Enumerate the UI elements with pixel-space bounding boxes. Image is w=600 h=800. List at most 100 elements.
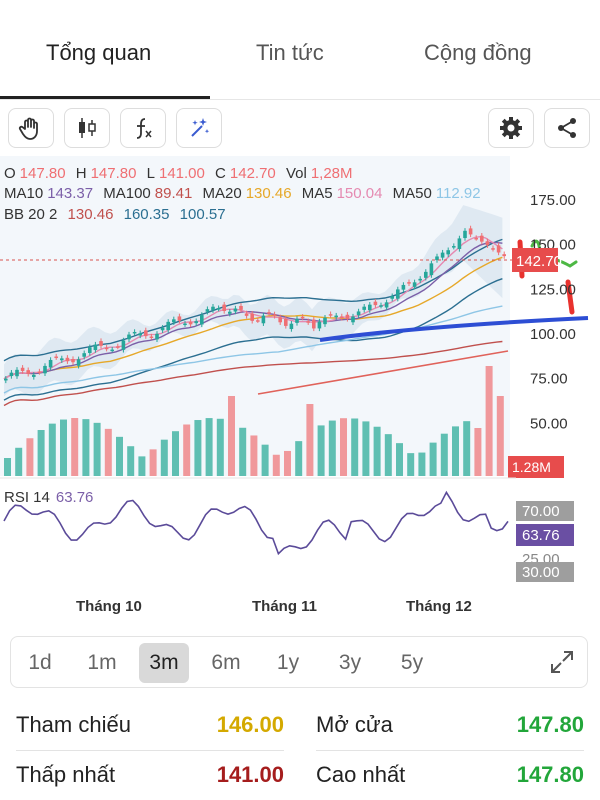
volume-bar <box>205 418 213 476</box>
low-price-label: Thấp nhất <box>16 762 116 787</box>
candle <box>412 282 417 287</box>
candle <box>401 284 406 290</box>
settings-button[interactable] <box>488 108 534 148</box>
tab-community[interactable]: Cộng đồng <box>424 40 532 65</box>
candle <box>485 241 490 246</box>
volume-bar <box>452 426 459 476</box>
high-price-value: 147.80 <box>516 762 584 787</box>
candle <box>32 374 36 377</box>
range-3m[interactable]: 3m <box>139 643 189 683</box>
candle <box>457 238 462 249</box>
volume-bar <box>429 442 437 476</box>
candle <box>491 248 495 250</box>
candle <box>295 318 299 323</box>
candle <box>334 315 338 318</box>
candle <box>300 316 305 319</box>
candle <box>468 228 473 235</box>
gear-icon <box>500 117 522 139</box>
candle <box>110 349 114 352</box>
candle <box>480 235 484 242</box>
share-button[interactable] <box>544 108 590 148</box>
volume-bar <box>183 424 191 476</box>
candle <box>93 344 98 351</box>
bb-upper-line <box>3 238 503 362</box>
y-tick-label: 50.00 <box>530 415 568 432</box>
candle <box>328 314 333 316</box>
candle <box>116 346 120 348</box>
candle <box>289 323 294 330</box>
candle <box>424 271 428 278</box>
y-tick-label: 175.00 <box>530 192 576 209</box>
chart-type-button[interactable] <box>64 108 110 148</box>
candle <box>474 237 478 240</box>
volume-bar <box>116 436 123 476</box>
indicators-button[interactable] <box>120 108 166 148</box>
candlestick-icon <box>79 118 96 138</box>
volume-bar <box>60 419 67 476</box>
candle <box>26 370 30 374</box>
candle <box>54 356 58 359</box>
candle <box>452 246 456 248</box>
open-price-label: Mở cửa <box>316 712 393 737</box>
range-1d[interactable]: 1d <box>28 651 52 674</box>
candle <box>121 340 126 350</box>
candle <box>127 334 131 340</box>
candle <box>284 318 288 326</box>
price-chart[interactable]: 175.00 150.00 125.00 100.00 75.00 50.00 142.7… <box>0 156 600 586</box>
candle <box>15 369 19 377</box>
candle <box>340 316 344 318</box>
candle <box>200 314 204 325</box>
chart-toolbar <box>0 100 600 156</box>
volume-bar <box>261 444 269 476</box>
volume-bar <box>160 439 168 476</box>
range-6m[interactable]: 6m <box>211 651 241 674</box>
volume-bar <box>328 420 336 476</box>
hand-icon <box>18 117 38 140</box>
range-1y[interactable]: 1y <box>276 651 300 674</box>
candle <box>250 313 254 321</box>
candle <box>82 353 86 357</box>
candle <box>132 331 137 334</box>
candle <box>211 306 215 311</box>
range-3y[interactable]: 3y <box>338 651 362 674</box>
current-price-label: 142.70 <box>516 253 562 270</box>
stat-divider <box>316 750 584 751</box>
candle <box>446 250 450 255</box>
stat-divider <box>16 750 284 751</box>
candle <box>272 314 277 316</box>
hand-tool-button[interactable] <box>8 108 54 148</box>
candle <box>440 252 445 258</box>
tab-news[interactable]: Tin tức <box>256 40 324 65</box>
range-1m[interactable]: 1m <box>87 651 117 674</box>
candle <box>261 315 266 324</box>
candle <box>172 319 176 323</box>
bollinger-band-fill <box>4 205 503 397</box>
volume-bar <box>138 456 146 476</box>
candle <box>407 282 411 284</box>
volume-bar <box>250 435 258 476</box>
candle <box>496 245 501 253</box>
candle <box>166 321 170 331</box>
volume-bar <box>340 418 347 476</box>
candle <box>351 316 355 323</box>
range-5y[interactable]: 5y <box>400 651 424 674</box>
ai-tools-button[interactable] <box>176 108 222 148</box>
candle <box>384 302 389 308</box>
bb-legend: BB 20 2 130.46 160.35 100.57 <box>4 206 226 223</box>
volume-bar <box>317 425 325 476</box>
candle <box>177 316 182 321</box>
candle <box>188 321 193 325</box>
candle <box>362 306 366 310</box>
tab-overview[interactable]: Tổng quan <box>46 40 152 65</box>
expand-icon[interactable] <box>549 649 575 675</box>
candle <box>43 365 47 374</box>
volume-bar <box>149 449 157 476</box>
volume-bar <box>407 453 415 476</box>
volume-bar <box>463 421 471 476</box>
active-tab-indicator <box>0 96 210 99</box>
candle <box>267 312 271 314</box>
current-price-badge <box>512 248 558 272</box>
ref-price-value: 146.00 <box>216 712 284 737</box>
rsi-current: 63.76 <box>522 527 560 544</box>
candle <box>368 304 372 311</box>
